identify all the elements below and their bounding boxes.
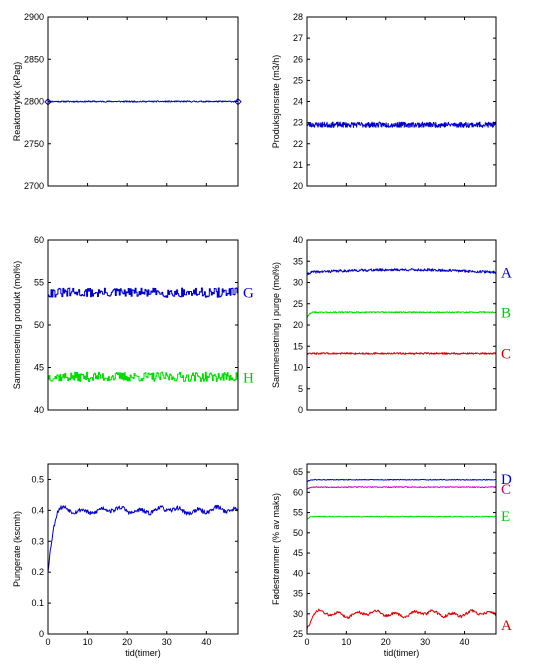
ytick-label-p6-4: 45 [293,548,303,558]
ytick-label-p2-3: 23 [293,118,303,128]
series-line-p4-A [307,268,496,276]
xtick-label-p5-0: 0 [45,637,50,647]
series-line-p4-C [307,352,496,355]
xtick-label-p5-2: 20 [122,637,132,647]
ytick-label-p5-3: 0.3 [31,536,44,546]
ylabel-p4: Sammensetning i purge (mol%) [271,262,281,388]
ytick-label-p4-3: 15 [293,341,303,351]
series-tag-p3-H: H [243,371,254,387]
ytick-label-p2-0: 20 [293,181,303,191]
ytick-label-p2-5: 25 [293,75,303,85]
ytick-label-p4-4: 20 [293,320,303,330]
ytick-label-p3-4: 60 [34,235,44,245]
series-line-p3-H [48,371,238,383]
ytick-label-p2-1: 21 [293,160,303,170]
series-tag-p6-C: C [501,482,511,498]
series-tag-p6-D: D [501,472,512,488]
ylabel-p6: Fødestrømmer (% av maks) [271,493,281,605]
series-tag-p4-C: C [501,346,511,362]
ytick-label-p6-7: 60 [293,487,303,497]
ytick-label-p1-4: 2900 [24,12,44,22]
series-line-p6-D [307,478,496,483]
ytick-label-p4-6: 30 [293,278,303,288]
ytick-label-p2-4: 24 [293,97,303,107]
ytick-label-p3-2: 50 [34,320,44,330]
ytick-label-p1-3: 2850 [24,54,44,64]
axes-frame-p2 [306,16,497,187]
panel-p5: 0 0.1 0.2 0.3 0.4 0.5 0 10 20 30 40 Pungerate (kscm… [12,463,239,658]
ytick-label-p3-3: 55 [34,278,44,288]
ytick-label-p5-4: 0.4 [31,505,44,515]
ytick-label-p6-8: 65 [293,467,303,477]
ytick-label-p4-0: 0 [298,405,303,415]
panel-p6: 25 30 35 40 45 50 55 60 65 0 10 20 30 40 Fødestrømmer … [271,463,512,658]
series-marker-p1-1 [234,97,242,106]
series-tag-p4-A: A [501,266,512,282]
panel-p4: 0 5 10 15 20 25 30 35 40 Sammensetning i purge (m… [271,235,512,415]
ytick-label-p1-2: 2800 [24,97,44,107]
series-line-p3-G [48,287,238,298]
ytick-label-p2-7: 27 [293,33,303,43]
axes-frame-p6 [306,463,497,635]
series-line-p2-0 [307,121,496,128]
ytick-label-p6-5: 50 [293,528,303,538]
series-tag-p6-E: E [501,509,510,525]
ytick-label-p2-2: 22 [293,139,303,149]
ytick-label-p6-2: 35 [293,589,303,599]
series-tag-p3-G: G [243,286,254,302]
ytick-label-p6-1: 30 [293,609,303,619]
series-line-p6-E [307,515,496,520]
axes-frame-p5 [47,463,239,635]
ytick-label-p2-8: 28 [293,12,303,22]
ytick-label-p4-1: 5 [298,384,303,394]
xlabel-p6: tid(timer) [384,648,420,658]
xtick-label-p5-3: 30 [162,637,172,647]
ytick-label-p6-3: 40 [293,568,303,578]
axes-frame-p3 [47,239,239,411]
series-tag-p4-B: B [501,305,511,321]
ytick-label-p5-0: 0 [39,629,44,639]
ytick-label-p1-0: 2700 [24,181,44,191]
xtick-label-p6-3: 30 [420,637,430,647]
ylabel-p3: Sammensetning produkt (mol%) [12,261,22,390]
series-line-p1-0 [48,100,238,103]
ylabel-p2: Produksjonsrate (m3/h) [271,55,281,149]
ytick-label-p5-2: 0.2 [31,567,44,577]
ylabel-p1: Reaktortrykk (kPag) [12,62,22,142]
series-line-p6-C [307,486,496,490]
ytick-label-p4-8: 40 [293,235,303,245]
xtick-label-p5-1: 10 [83,637,93,647]
ytick-label-p4-5: 25 [293,299,303,309]
series-line-p6-A [307,608,496,631]
ytick-label-p6-6: 55 [293,508,303,518]
xtick-label-p6-4: 40 [459,637,469,647]
xlabel-p5: tid(timer) [125,648,161,658]
ytick-label-p5-5: 0.5 [31,474,44,484]
series-line-p5-0 [48,504,238,573]
series-line-p4-B [307,311,496,318]
xtick-label-p5-4: 40 [201,637,211,647]
ytick-label-p2-6: 26 [293,54,303,64]
panel-p2: 20 21 22 23 24 25 26 27 28 Produksjonsrate (m3/h) [271,12,497,191]
ytick-label-p4-2: 10 [293,363,303,373]
panel-p1: 2700 2750 2800 2850 2900 Reaktortrykk (kPag) [12,12,242,191]
ylabel-p5: Pungerate (kscmh) [12,511,22,587]
ytick-label-p6-0: 25 [293,629,303,639]
ytick-label-p3-0: 40 [34,405,44,415]
ytick-label-p4-7: 35 [293,256,303,266]
xtick-label-p6-1: 10 [341,637,351,647]
xtick-label-p6-0: 0 [304,637,309,647]
panel-p3: 40 45 50 55 60 Sammensetning produkt (mol%) G H [12,235,254,415]
axes-frame-p4 [306,239,497,411]
ytick-label-p5-1: 0.1 [31,598,44,608]
xtick-label-p6-2: 20 [381,637,391,647]
series-tag-p6-A: A [501,618,512,634]
ytick-label-p3-1: 45 [34,363,44,373]
ytick-label-p1-1: 2750 [24,139,44,149]
